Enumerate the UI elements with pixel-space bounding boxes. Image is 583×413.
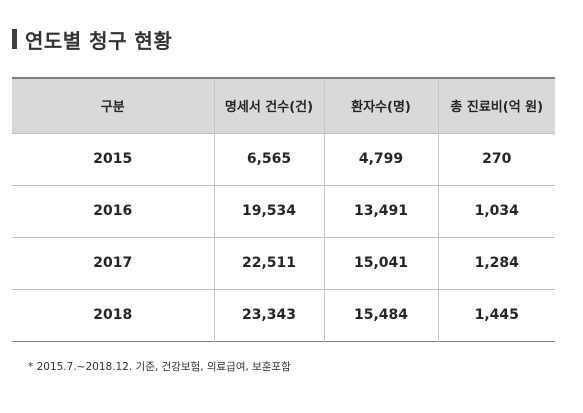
total-cost-cell: 270 [437,133,555,185]
header-patient-count: 환자수(명) [323,78,439,133]
statement-count-cell: 19,534 [213,185,325,237]
year-cell: 2018 [12,289,215,341]
footnote: * 2015.7.~2018.12. 기준, 건강보험, 의료급여, 보훈포함 [28,361,291,373]
year-cell: 2016 [12,185,215,237]
statement-count-cell: 23,343 [213,289,325,341]
table-row: 2018 23,343 15,484 1,445 [12,289,555,341]
year-cell: 2015 [12,133,215,185]
table-row: 2017 22,511 15,041 1,284 [12,237,555,289]
table-header-row: 구분 명세서 건수(건) 환자수(명) 총 진료비(억 원) [12,78,555,133]
total-cost-cell: 1,445 [437,289,555,341]
patient-count-cell: 13,491 [323,185,439,237]
table-row: 2015 6,565 4,799 270 [12,133,555,185]
header-total-cost: 총 진료비(억 원) [437,78,555,133]
patient-count-cell: 15,484 [323,289,439,341]
title-marker-icon [12,29,17,49]
header-category: 구분 [12,78,215,133]
page-title: 연도별 청구 현황 [25,28,173,53]
patient-count-cell: 15,041 [323,237,439,289]
header-statement-count: 명세서 건수(건) [213,78,325,133]
statement-count-cell: 22,511 [213,237,325,289]
claims-table: 구분 명세서 건수(건) 환자수(명) 총 진료비(억 원) 2015 6,56… [12,77,555,342]
year-cell: 2017 [12,237,215,289]
statement-count-cell: 6,565 [213,133,325,185]
patient-count-cell: 4,799 [323,133,439,185]
total-cost-cell: 1,284 [437,237,555,289]
total-cost-cell: 1,034 [437,185,555,237]
table-row: 2016 19,534 13,491 1,034 [12,185,555,237]
title-block: 연도별 청구 현황 [12,26,173,53]
